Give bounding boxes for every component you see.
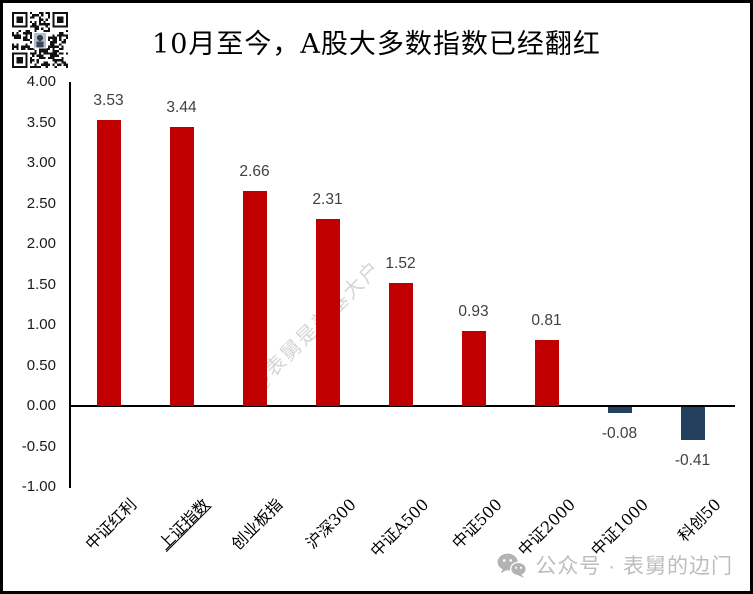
bar [607,407,632,413]
bar [169,127,194,406]
bar [680,407,705,440]
y-tick-label: 0.50 [26,356,56,374]
y-tick-label: 2.50 [26,194,56,212]
bar-value-label: 1.52 [385,255,416,272]
bar [242,191,267,406]
zero-axis-line [69,405,735,407]
qr-code-icon [12,12,68,68]
x-tick-label: 中证红利 [82,494,141,554]
wechat-icon [497,553,528,578]
y-axis-line [69,82,71,488]
bar-value-label: 2.66 [239,163,270,180]
y-tick-label: -1.00 [21,478,56,495]
chart-title: 10月至今，A股大多数指数已经翻红 [152,29,601,60]
x-tick-label: 上证指数 [155,494,214,554]
y-tick-label: 1.00 [26,316,56,333]
x-tick-label: 创业板指 [228,494,287,554]
y-tick-label: 2.00 [26,235,56,252]
bar [461,331,486,406]
bar [534,340,559,406]
bar [96,120,121,406]
bar-value-label: 0.81 [531,312,562,329]
x-tick-label: 沪深300 [302,494,360,553]
y-tick-label: 0.00 [26,397,56,414]
y-tick-label: 3.50 [26,113,56,131]
bar-value-label: 3.44 [166,99,197,116]
bar-value-label: -0.08 [601,425,638,442]
y-tick-label: 4.00 [26,73,56,90]
bar [315,219,340,406]
bar-value-label: 3.53 [93,92,124,109]
bar [388,283,413,406]
y-tick-label: 1.50 [26,275,56,293]
y-tick-label: 3.00 [26,154,56,171]
bar-value-label: 2.31 [312,191,343,208]
x-tick-label: 中证500 [448,494,506,553]
bar-value-label: 0.93 [458,303,489,320]
bar-value-label: -0.41 [674,452,711,469]
footer-brand-label: 公众号 · 表舅的边门 [535,555,733,578]
x-tick-label: 中证A500 [366,494,433,561]
y-tick-label: -0.50 [21,437,56,455]
x-tick-label: 科创50 [674,494,725,546]
footer-brand: 公众号 · 表舅的边门 [496,548,733,582]
